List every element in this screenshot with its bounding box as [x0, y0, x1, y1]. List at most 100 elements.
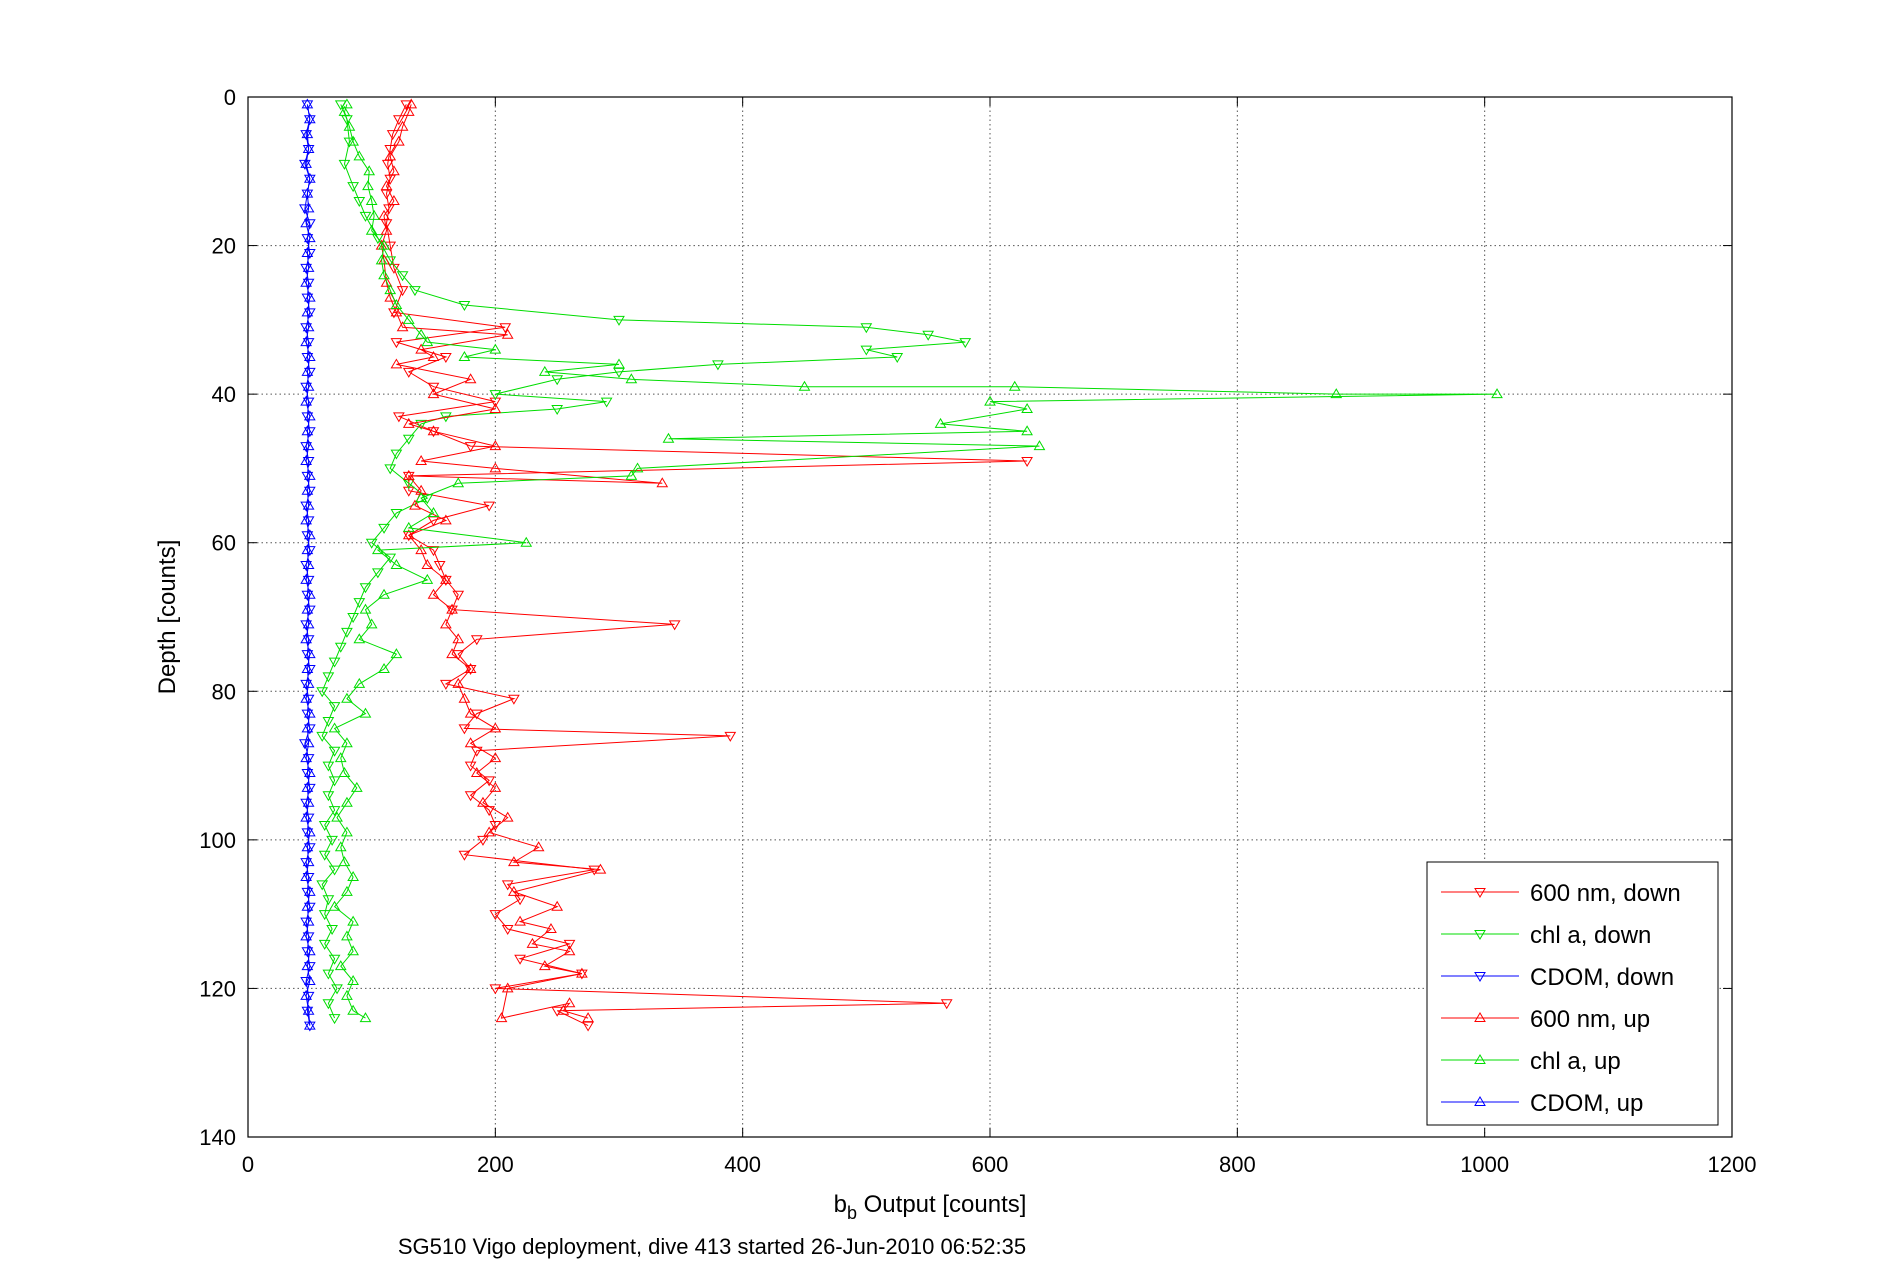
data-point: [501, 328, 514, 339]
data-point: [415, 419, 428, 430]
data-point: [338, 105, 351, 116]
data-point: [427, 351, 440, 361]
data-point: [359, 1012, 372, 1023]
data-point: [396, 271, 409, 282]
data-point: [551, 900, 564, 911]
data-point: [483, 501, 496, 512]
data-point: [301, 603, 314, 614]
data-point: [302, 143, 315, 153]
data-point: [353, 598, 366, 609]
data-point: [390, 449, 403, 460]
data-point: [384, 145, 397, 155]
data-point: [328, 954, 341, 965]
data-point: [300, 811, 312, 822]
data-point: [341, 98, 353, 109]
data-point: [303, 588, 316, 599]
data-point: [302, 737, 315, 748]
data-point: [362, 180, 374, 191]
data-point: [331, 984, 343, 995]
data-point: [301, 425, 314, 436]
data-point: [452, 677, 465, 688]
data-point: [402, 434, 415, 445]
data-point: [405, 98, 418, 109]
data-point: [328, 722, 341, 733]
data-point: [318, 910, 331, 921]
data-point: [378, 523, 390, 534]
data-point: [392, 412, 405, 423]
data-point: [301, 98, 314, 109]
x-tick-label: 1200: [1708, 1152, 1757, 1177]
data-point: [712, 360, 724, 371]
data-point: [359, 707, 372, 718]
data-point: [427, 382, 440, 393]
data-point: [501, 925, 514, 935]
data-point: [501, 811, 514, 822]
data-point: [365, 618, 378, 629]
data-point: [322, 999, 335, 1010]
data-point: [301, 247, 314, 257]
data-point: [316, 687, 329, 698]
data-point: [341, 796, 353, 807]
data-point: [378, 239, 390, 250]
data-point: [378, 588, 390, 599]
data-point: [301, 841, 314, 852]
data-point: [551, 405, 564, 415]
series-cdom-up: [300, 98, 316, 1030]
legend-box: [1426, 861, 1719, 1126]
data-point: [302, 915, 315, 926]
data-point: [380, 276, 393, 287]
data-point: [495, 1012, 508, 1023]
y-tick-label: 40: [212, 382, 236, 407]
data-point: [1330, 388, 1343, 399]
data-point: [514, 895, 526, 906]
data-point: [353, 677, 366, 688]
series-line: [305, 104, 311, 1026]
data-point: [388, 165, 400, 176]
data-point: [334, 642, 347, 653]
ticks: 0 200 400 600 800 1000 1200 0 20 40 60 80 100 120 140: [199, 85, 1756, 1177]
data-point: [402, 486, 415, 497]
data-point: [318, 850, 331, 861]
data-point: [347, 613, 359, 623]
data-point: [303, 219, 316, 230]
data-point: [301, 306, 314, 317]
data-point: [402, 471, 415, 482]
data-point: [421, 336, 434, 347]
data-point: [934, 417, 947, 428]
y-axis-label: Depth [counts]: [154, 540, 181, 695]
data-point: [302, 261, 315, 272]
data-point: [439, 353, 452, 363]
data-point: [353, 633, 366, 644]
data-point: [326, 835, 338, 846]
data-point: [303, 351, 316, 361]
data-point: [302, 321, 315, 332]
data-point: [334, 752, 347, 763]
data-point: [303, 945, 316, 956]
data-point: [302, 1004, 315, 1015]
data-point: [415, 343, 428, 354]
data-point: [302, 559, 315, 569]
data-point: [464, 442, 477, 453]
data-point: [446, 605, 458, 616]
data-point: [303, 975, 316, 985]
data-point: [940, 999, 953, 1010]
y-tick-label: 20: [212, 234, 236, 259]
data-point: [322, 717, 335, 727]
data-point: [625, 373, 638, 384]
data-point: [402, 313, 415, 324]
data-point: [668, 620, 681, 631]
data-point: [350, 781, 363, 792]
data-point: [514, 915, 526, 926]
series-line: [333, 104, 1498, 1019]
data-point: [1033, 440, 1046, 451]
data-point: [390, 306, 403, 317]
data-point: [1008, 380, 1021, 391]
data-point: [328, 657, 341, 668]
series-layer: [299, 98, 1503, 1032]
data-point: [359, 583, 372, 594]
data-point: [489, 440, 502, 451]
data-point: [384, 284, 397, 295]
data-point: [378, 269, 390, 280]
data-point: [341, 826, 353, 837]
data-point: [402, 469, 415, 480]
